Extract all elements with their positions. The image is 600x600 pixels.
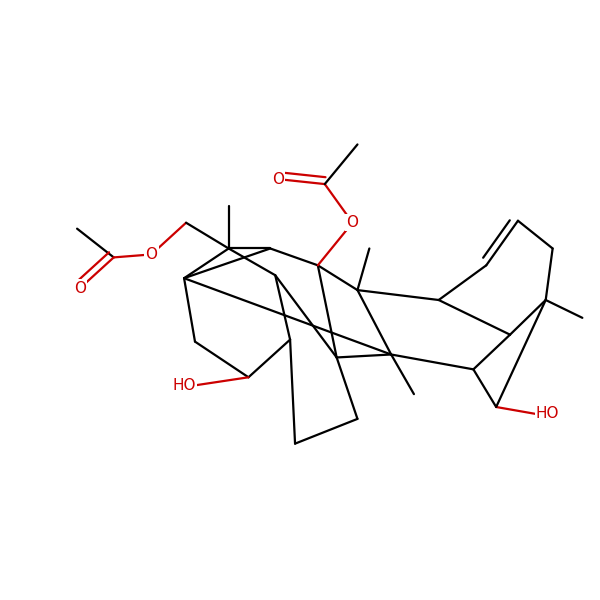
Text: O: O [347, 215, 359, 230]
Text: O: O [145, 247, 157, 262]
Text: HO: HO [536, 406, 559, 421]
Text: HO: HO [172, 378, 196, 393]
Text: O: O [74, 281, 86, 296]
Text: O: O [272, 172, 284, 187]
